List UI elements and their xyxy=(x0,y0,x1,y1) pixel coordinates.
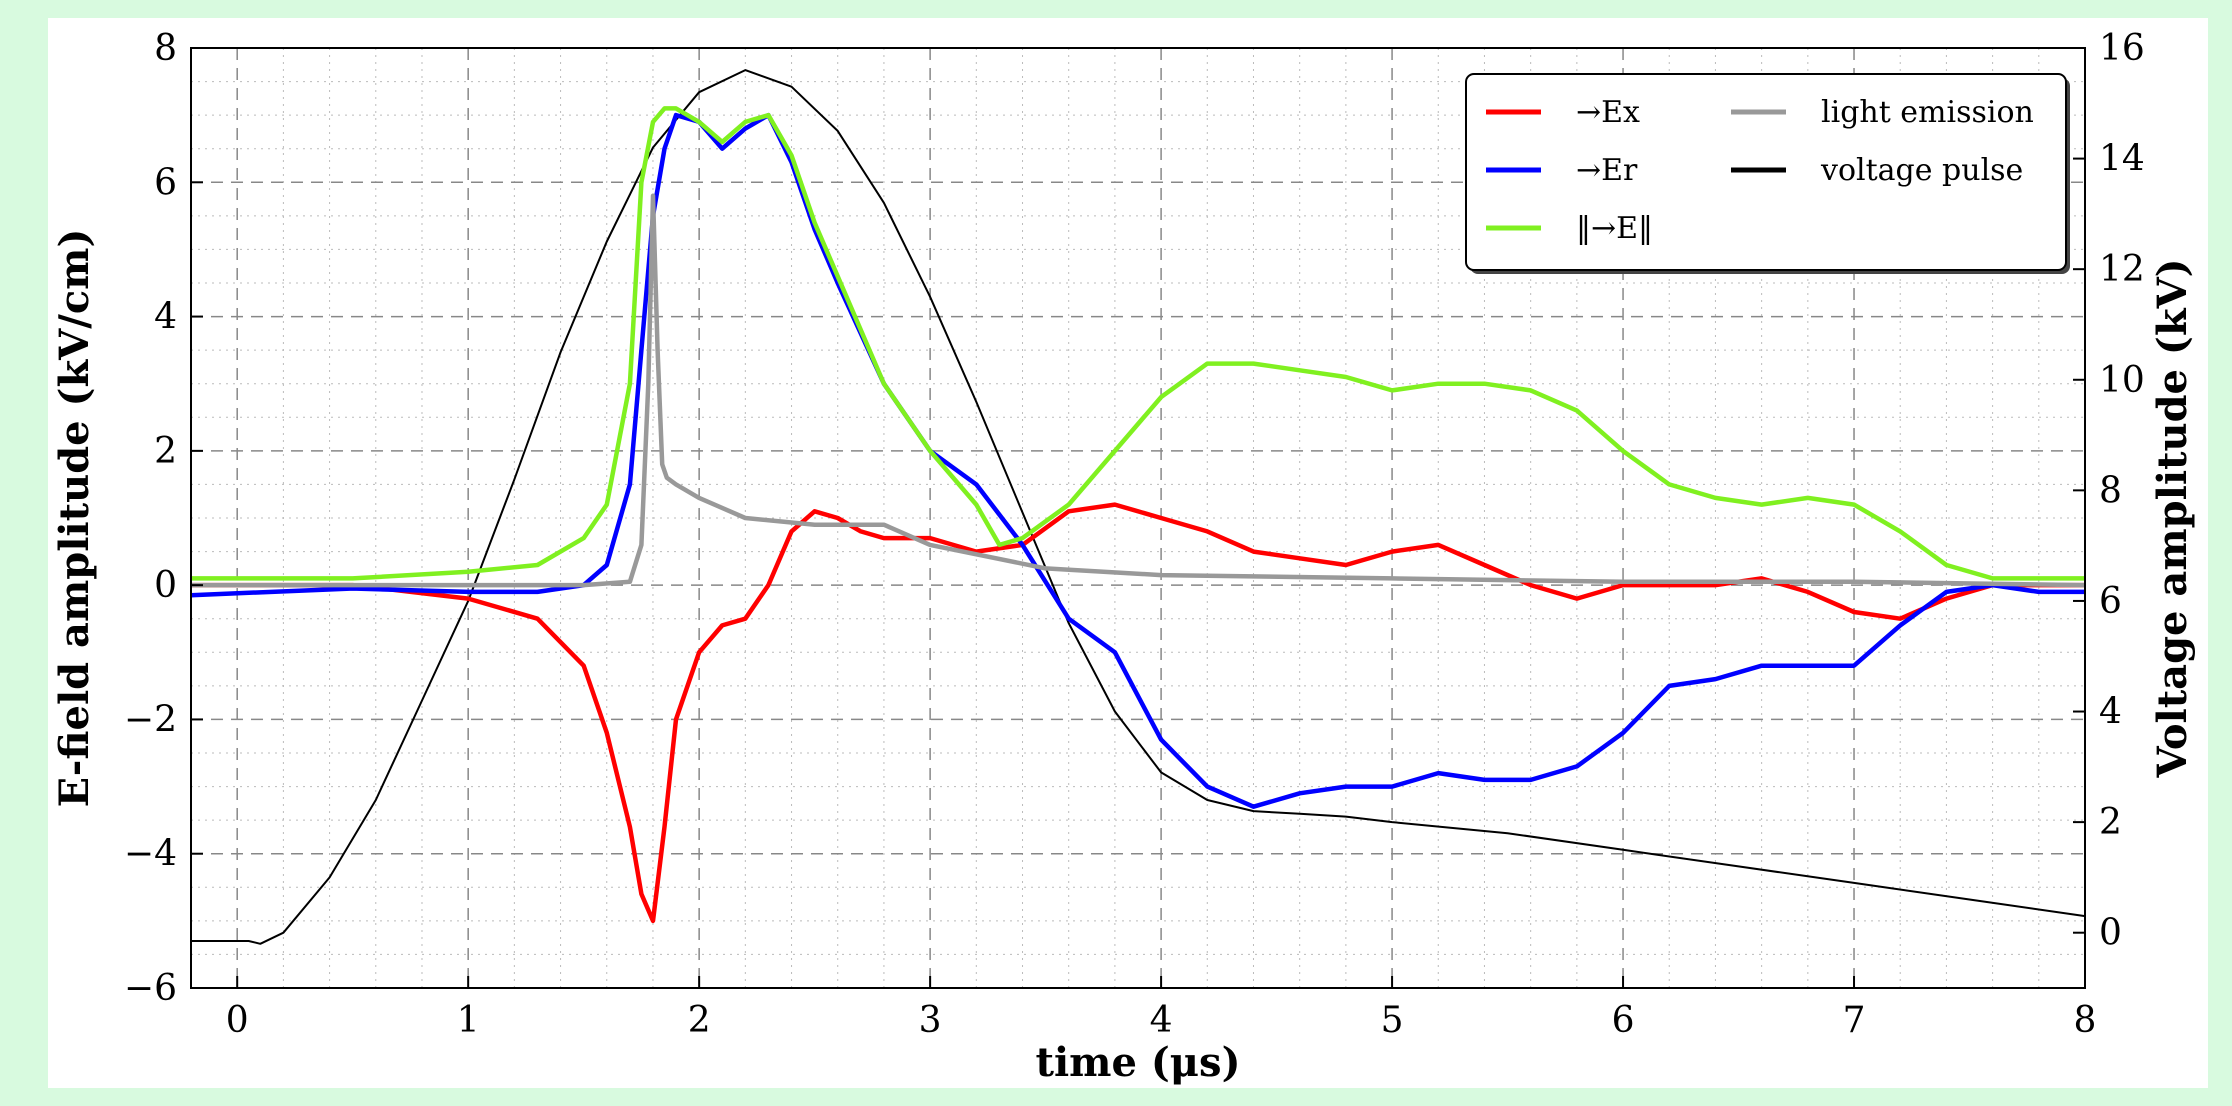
legend-label: voltage pulse xyxy=(1820,153,2023,188)
y-tick-label: 0 xyxy=(154,565,177,606)
y-tick-label: 8 xyxy=(154,28,177,69)
series-line-ex xyxy=(191,502,2085,924)
x-tick-label: 2 xyxy=(688,1000,711,1041)
y2-tick-label: 0 xyxy=(2099,913,2122,954)
x-tick-label: 3 xyxy=(919,1000,942,1041)
x-tick-label: 5 xyxy=(1381,1000,1404,1041)
y-tick-label: −4 xyxy=(124,834,177,875)
series-line-voltage-pulse xyxy=(191,69,2086,945)
grid xyxy=(191,47,2086,989)
x-tick-label: 0 xyxy=(226,1000,249,1041)
y2-tick-label: 2 xyxy=(2099,802,2122,843)
y2-tick-label: 12 xyxy=(2099,249,2145,290)
x-tick-label: 6 xyxy=(1612,1000,1635,1041)
y2-tick-label: 10 xyxy=(2099,360,2145,401)
y2-tick-label: 4 xyxy=(2099,692,2122,733)
legend-label: ‖→E‖ xyxy=(1576,211,1653,246)
y2-tick-label: 14 xyxy=(2099,139,2145,180)
y-tick-label: −2 xyxy=(124,699,177,740)
y-tick-label: 4 xyxy=(154,297,177,338)
x-tick-label: 1 xyxy=(457,1000,480,1041)
y-tick-label: 2 xyxy=(154,431,177,472)
series-line-light-emission xyxy=(191,193,2086,588)
y-axis-title: E-field amplitude (kV/cm) xyxy=(51,229,98,808)
series-line-e xyxy=(191,106,2085,581)
plot-border xyxy=(190,47,2086,989)
legend-label: light emission xyxy=(1821,95,2034,130)
series-line-er xyxy=(190,112,2085,809)
legend: →Ex →Er ‖→E‖ light emission voltage pulse xyxy=(1465,73,2070,274)
x-axis-title: time (μs) xyxy=(1035,1039,1240,1086)
y-tick-label: −6 xyxy=(124,968,177,1009)
x-tick-label: 7 xyxy=(1843,1000,1866,1041)
y2-axis-title: Voltage amplitude (kV) xyxy=(2149,258,2196,778)
chart-frame: 0 1 2 3 4 5 6 7 8 −6 −4 −2 0 2 4 6 8 0 2 4 6 8 10 12 14 16 time (… xyxy=(48,18,2208,1088)
x-tick-label: 4 xyxy=(1150,1000,1173,1041)
y-tick-label: 6 xyxy=(154,162,177,203)
series-layer xyxy=(190,69,2086,945)
y2-tick-label: 6 xyxy=(2099,581,2122,622)
x-tick-label: 8 xyxy=(2074,1000,2097,1041)
y2-tick-label: 16 xyxy=(2099,28,2145,69)
legend-label: →Er xyxy=(1576,153,1638,188)
legend-label: →Ex xyxy=(1576,95,1640,130)
y2-tick-label: 8 xyxy=(2099,470,2122,511)
